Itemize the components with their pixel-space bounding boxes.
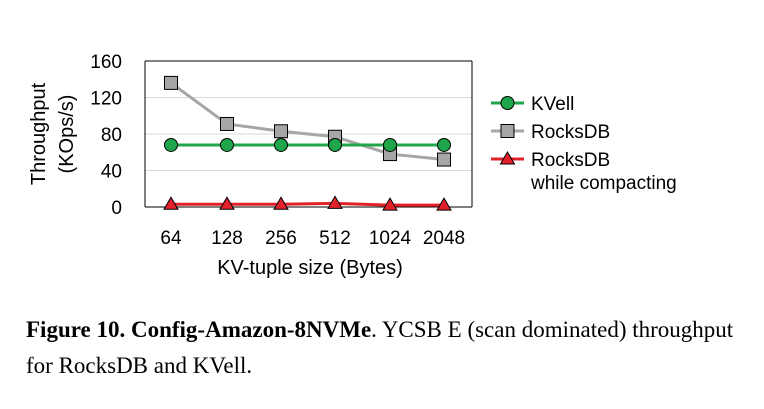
data-point-rocksdb [164, 75, 178, 90]
data-point-kvell [164, 137, 178, 152]
y-tick-label: 160 [90, 52, 122, 73]
legend-label: KVell [531, 94, 574, 115]
x-axis-label: KV-tuple size (Bytes) [217, 257, 403, 279]
y-axis-label-line-1: Throughput [28, 82, 50, 185]
y-axis-label-line-2: (KOps/s) [56, 95, 78, 174]
legend-label: RocksDB [531, 122, 610, 143]
caption-text: . YCSB E (scan dominated) throughput for… [26, 317, 734, 378]
data-point-kvell [328, 137, 342, 152]
y-tick-label: 120 [90, 89, 122, 110]
series-rocksdb-while-compacting [163, 195, 452, 211]
x-tick-label: 1024 [369, 228, 412, 249]
caption-label: Figure 10. Config-Amazon-8NVMe [26, 317, 372, 342]
series-kvell [164, 137, 451, 152]
y-tick-label: 80 [101, 125, 122, 146]
data-point-rocksdb-while-compacting [327, 195, 343, 209]
x-tick-label: 2048 [423, 228, 465, 249]
data-point-rocksdb [437, 152, 451, 167]
data-point-rocksdb-while-compacting [163, 196, 179, 210]
legend-item-kvell: KVell [491, 94, 574, 115]
data-point-kvell [274, 137, 288, 152]
x-tick-labels: 64 128 256 512 1024 2048 [160, 228, 465, 249]
data-point-rocksdb [220, 116, 234, 131]
x-tick-label: 512 [319, 228, 351, 249]
x-tick-label: 128 [211, 228, 243, 249]
data-point-kvell [383, 137, 397, 152]
series-rocksdb [164, 75, 451, 167]
y-tick-labels: 0 40 80 120 160 [90, 52, 122, 219]
legend-marker [499, 151, 516, 165]
legend-marker [500, 96, 515, 110]
series-line-rocksdb [170, 81, 445, 162]
data-point-rocksdb-while-compacting [273, 196, 289, 210]
chart: 0 40 80 120 160 64 128 256 512 1024 2048 Throughp… [28, 52, 677, 279]
y-tick-label: 0 [111, 198, 122, 219]
series-line-rocksdb-while-compacting [171, 201, 444, 207]
legend-marker [500, 124, 515, 138]
series-layer [163, 75, 452, 211]
data-point-rocksdb-while-compacting [219, 196, 235, 210]
data-point-kvell [220, 137, 234, 152]
figure-caption: Figure 10. Config-Amazon-8NVMe. YCSB E (… [26, 312, 746, 384]
data-point-rocksdb-while-compacting [436, 197, 452, 211]
x-tick-label: 64 [160, 228, 182, 249]
legend-label: while compacting [530, 173, 677, 194]
data-point-rocksdb-while-compacting [382, 197, 398, 211]
x-tick-label: 256 [265, 228, 297, 249]
data-point-rocksdb [274, 124, 288, 139]
legend-item-rocksdb: RocksDB [491, 122, 610, 143]
legend-label: RocksDB [531, 150, 610, 171]
y-tick-label: 40 [101, 162, 122, 183]
data-point-kvell [437, 137, 451, 152]
